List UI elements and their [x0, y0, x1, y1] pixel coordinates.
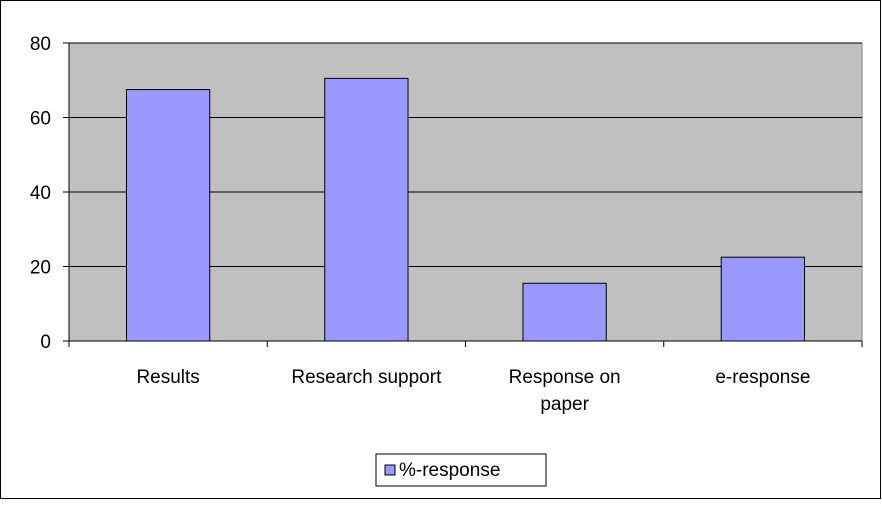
x-tick-label: Results: [136, 367, 199, 388]
bar: [125, 89, 211, 342]
y-tick-label: 40: [30, 183, 51, 204]
legend-label: %-response: [399, 460, 500, 481]
bar: [720, 256, 806, 342]
legend-swatch: [384, 464, 396, 476]
bar: [324, 77, 409, 342]
legend: %-response: [375, 453, 547, 487]
x-tick-label: paper: [540, 394, 589, 415]
y-tick-label: 80: [30, 34, 51, 55]
y-tick-label: 20: [30, 258, 51, 279]
legend-box: [375, 453, 547, 487]
y-tick-label: 0: [40, 332, 51, 353]
bar: [522, 282, 607, 342]
x-tick-label: Research support: [291, 367, 442, 388]
bar-series: [125, 77, 806, 342]
y-tick-label: 60: [30, 109, 51, 130]
x-tick-label: e-response: [715, 367, 810, 388]
x-tick-label: Response on: [509, 367, 621, 388]
y-axis: 0 20 40 60 80: [30, 34, 70, 353]
